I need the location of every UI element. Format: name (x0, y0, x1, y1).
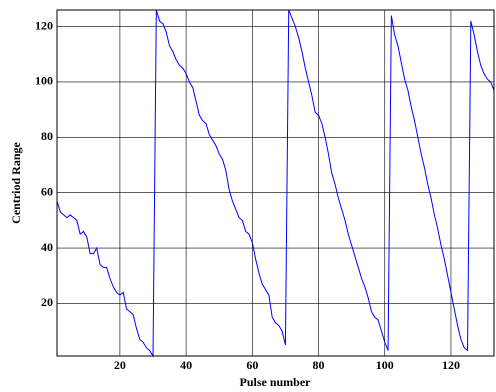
y-axis-label: Centriod Range (9, 142, 23, 224)
x-tick-label: 40 (180, 358, 192, 372)
y-tick-label: 80 (41, 129, 53, 143)
y-tick-label: 60 (41, 184, 53, 198)
y-tick-label: 120 (35, 18, 53, 32)
plot-frame (56, 9, 495, 357)
x-tick-label: 20 (114, 358, 126, 372)
y-tick-label: 40 (41, 240, 53, 254)
y-tick-label: 100 (35, 74, 53, 88)
plot-area (57, 10, 494, 356)
x-tick-label: 60 (246, 358, 258, 372)
data-line (56, 9, 495, 358)
x-tick-label: 100 (376, 358, 394, 372)
y-tick-label: 20 (41, 295, 53, 309)
x-axis-label: Pulse number (239, 375, 311, 389)
x-tick-label: 80 (313, 358, 325, 372)
x-tick-label: 120 (442, 358, 460, 372)
